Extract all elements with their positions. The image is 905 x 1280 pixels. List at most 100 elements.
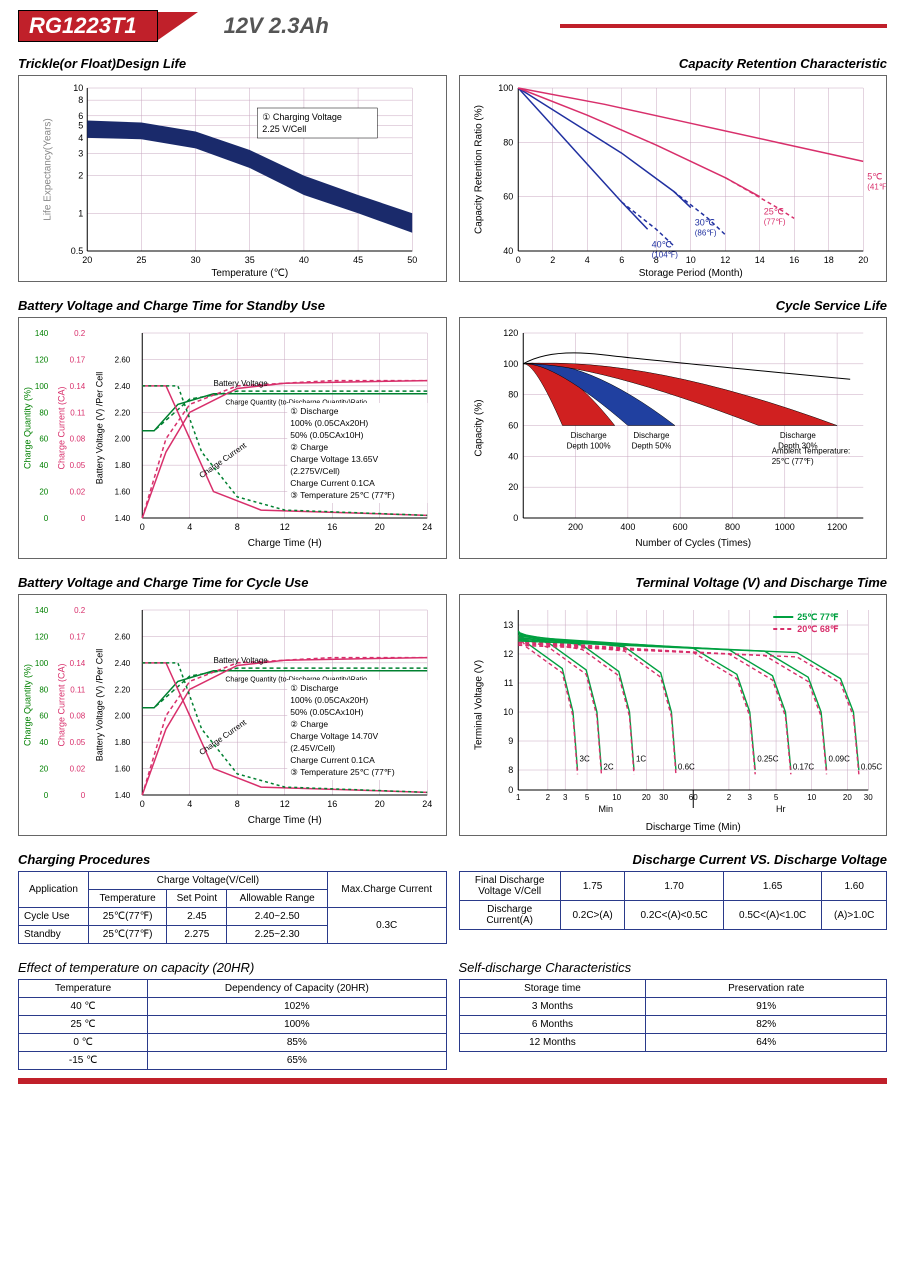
svg-text:2.25 V/Cell: 2.25 V/Cell [262, 124, 306, 134]
svg-text:③ Temperature 25℃ (77℉): ③ Temperature 25℃ (77℉) [290, 767, 395, 777]
svg-text:20: 20 [858, 255, 868, 265]
svg-text:0.6C: 0.6C [677, 762, 694, 771]
svg-text:8: 8 [235, 799, 240, 809]
svg-text:0.08: 0.08 [70, 435, 86, 444]
svg-text:Charge Current: Charge Current [198, 441, 249, 480]
svg-text:2.40: 2.40 [115, 659, 131, 668]
sd-h0: Storage time [459, 980, 646, 998]
svg-text:20: 20 [641, 793, 650, 802]
svg-text:Charge Voltage 13.65V: Charge Voltage 13.65V [290, 454, 378, 464]
svg-text:20: 20 [39, 765, 48, 774]
svg-text:600: 600 [672, 522, 687, 532]
svg-text:12: 12 [280, 799, 290, 809]
tc-r3c0: -15 ℃ [19, 1052, 148, 1070]
svg-text:① Discharge: ① Discharge [290, 683, 339, 693]
svg-text:2C: 2C [603, 762, 613, 771]
svg-text:Storage Period (Month): Storage Period (Month) [638, 268, 742, 279]
cp-r0-app: Cycle Use [19, 908, 89, 926]
svg-text:100% (0.05CAx20H): 100% (0.05CAx20H) [290, 695, 368, 705]
svg-text:9: 9 [508, 736, 513, 746]
dv-v1: 0.2C<(A)<0.5C [625, 901, 724, 930]
svg-text:10: 10 [73, 83, 83, 93]
svg-text:Charge Current 0.1CA: Charge Current 0.1CA [290, 755, 375, 765]
svg-text:45: 45 [353, 255, 363, 265]
svg-text:Discharge: Discharge [779, 431, 816, 440]
svg-text:0: 0 [81, 791, 86, 800]
svg-text:(86℉): (86℉) [694, 229, 716, 238]
svg-text:12: 12 [720, 255, 730, 265]
svg-text:2.60: 2.60 [115, 632, 131, 641]
th-mcc: Max.Charge Current [327, 872, 446, 908]
svg-text:0: 0 [515, 255, 520, 265]
svg-text:80: 80 [508, 390, 518, 400]
svg-text:③ Temperature 25℃ (77℉): ③ Temperature 25℃ (77℉) [290, 490, 395, 500]
svg-text:40: 40 [39, 738, 48, 747]
svg-text:0: 0 [140, 799, 145, 809]
sd-h1: Preservation rate [646, 980, 887, 998]
title-discharge-voltage: Discharge Current VS. Discharge Voltage [459, 852, 888, 867]
svg-text:Discharge Time (Min): Discharge Time (Min) [645, 822, 740, 833]
tc-r1c0: 25 ℃ [19, 1016, 148, 1034]
svg-text:0: 0 [508, 785, 513, 795]
svg-text:0.05: 0.05 [70, 738, 86, 747]
title-retention: Capacity Retention Characteristic [459, 56, 888, 71]
svg-text:0.05: 0.05 [70, 461, 86, 470]
svg-text:140: 140 [35, 329, 49, 338]
svg-text:16: 16 [327, 522, 337, 532]
svg-text:80: 80 [503, 137, 513, 147]
svg-text:11: 11 [503, 678, 512, 688]
svg-text:Charge Current: Charge Current [198, 718, 249, 757]
svg-text:Ambient Temperature:: Ambient Temperature: [771, 446, 850, 455]
svg-text:4: 4 [187, 522, 192, 532]
svg-text:14: 14 [754, 255, 764, 265]
svg-text:2: 2 [78, 171, 83, 181]
svg-text:0.02: 0.02 [70, 765, 86, 774]
svg-text:Charge Quantity (%): Charge Quantity (%) [22, 387, 32, 469]
svg-text:100: 100 [498, 83, 513, 93]
svg-text:30: 30 [863, 793, 872, 802]
svg-text:Temperature (℃): Temperature (℃) [211, 268, 288, 279]
svg-text:120: 120 [35, 355, 49, 364]
svg-text:0: 0 [44, 514, 49, 523]
svg-text:1.80: 1.80 [115, 461, 131, 470]
table-charging-proc: Application Charge Voltage(V/Cell) Max.C… [18, 871, 447, 944]
title-standby: Battery Voltage and Charge Time for Stan… [18, 298, 447, 313]
header-wedge [158, 12, 198, 40]
title-cycle-use: Battery Voltage and Charge Time for Cycl… [18, 575, 447, 590]
svg-text:0: 0 [44, 791, 49, 800]
cp-r1-temp: 25℃(77℉) [88, 926, 166, 944]
svg-text:Charge Voltage 14.70V: Charge Voltage 14.70V [290, 731, 378, 741]
svg-text:0: 0 [513, 513, 518, 523]
tc-r0c0: 40 ℃ [19, 998, 148, 1016]
svg-text:Hr: Hr [776, 804, 786, 814]
table-self-discharge: Storage timePreservation rate 3 Months91… [459, 979, 888, 1052]
svg-text:1: 1 [516, 793, 521, 802]
spec-label: 12V 2.3Ah [224, 13, 551, 39]
svg-text:50% (0.05CAx10H): 50% (0.05CAx10H) [290, 707, 363, 717]
svg-text:10: 10 [685, 255, 695, 265]
svg-text:1.60: 1.60 [115, 488, 131, 497]
svg-text:1.40: 1.40 [115, 791, 131, 800]
svg-text:3C: 3C [579, 754, 589, 763]
svg-text:1.60: 1.60 [115, 765, 131, 774]
svg-text:Discharge: Discharge [633, 431, 670, 440]
svg-text:60: 60 [39, 712, 48, 721]
chart-terminal: 123510203060235102030089101112133C2C1C0.… [459, 594, 888, 836]
svg-text:0.17: 0.17 [70, 632, 86, 641]
svg-text:100: 100 [503, 359, 518, 369]
svg-text:1C: 1C [635, 754, 645, 763]
chart-retention: 4060801000246810121416182040℃(104℉)30℃(8… [459, 75, 888, 282]
svg-text:0.17: 0.17 [70, 355, 86, 364]
svg-text:(2.45V/Cell): (2.45V/Cell) [290, 743, 335, 753]
svg-text:0.09C: 0.09C [828, 754, 850, 763]
svg-text:100: 100 [35, 659, 49, 668]
svg-text:20: 20 [39, 488, 48, 497]
cp-r1-app: Standby [19, 926, 89, 944]
cp-r0-temp: 25℃(77℉) [88, 908, 166, 926]
svg-text:Charge Current (CA): Charge Current (CA) [56, 386, 66, 469]
tc-r2c1: 85% [148, 1034, 446, 1052]
svg-text:0.2: 0.2 [74, 329, 86, 338]
svg-text:① Discharge: ① Discharge [290, 406, 339, 416]
svg-text:Charge Quantity (%): Charge Quantity (%) [22, 664, 32, 746]
svg-text:② Charge: ② Charge [290, 442, 328, 452]
